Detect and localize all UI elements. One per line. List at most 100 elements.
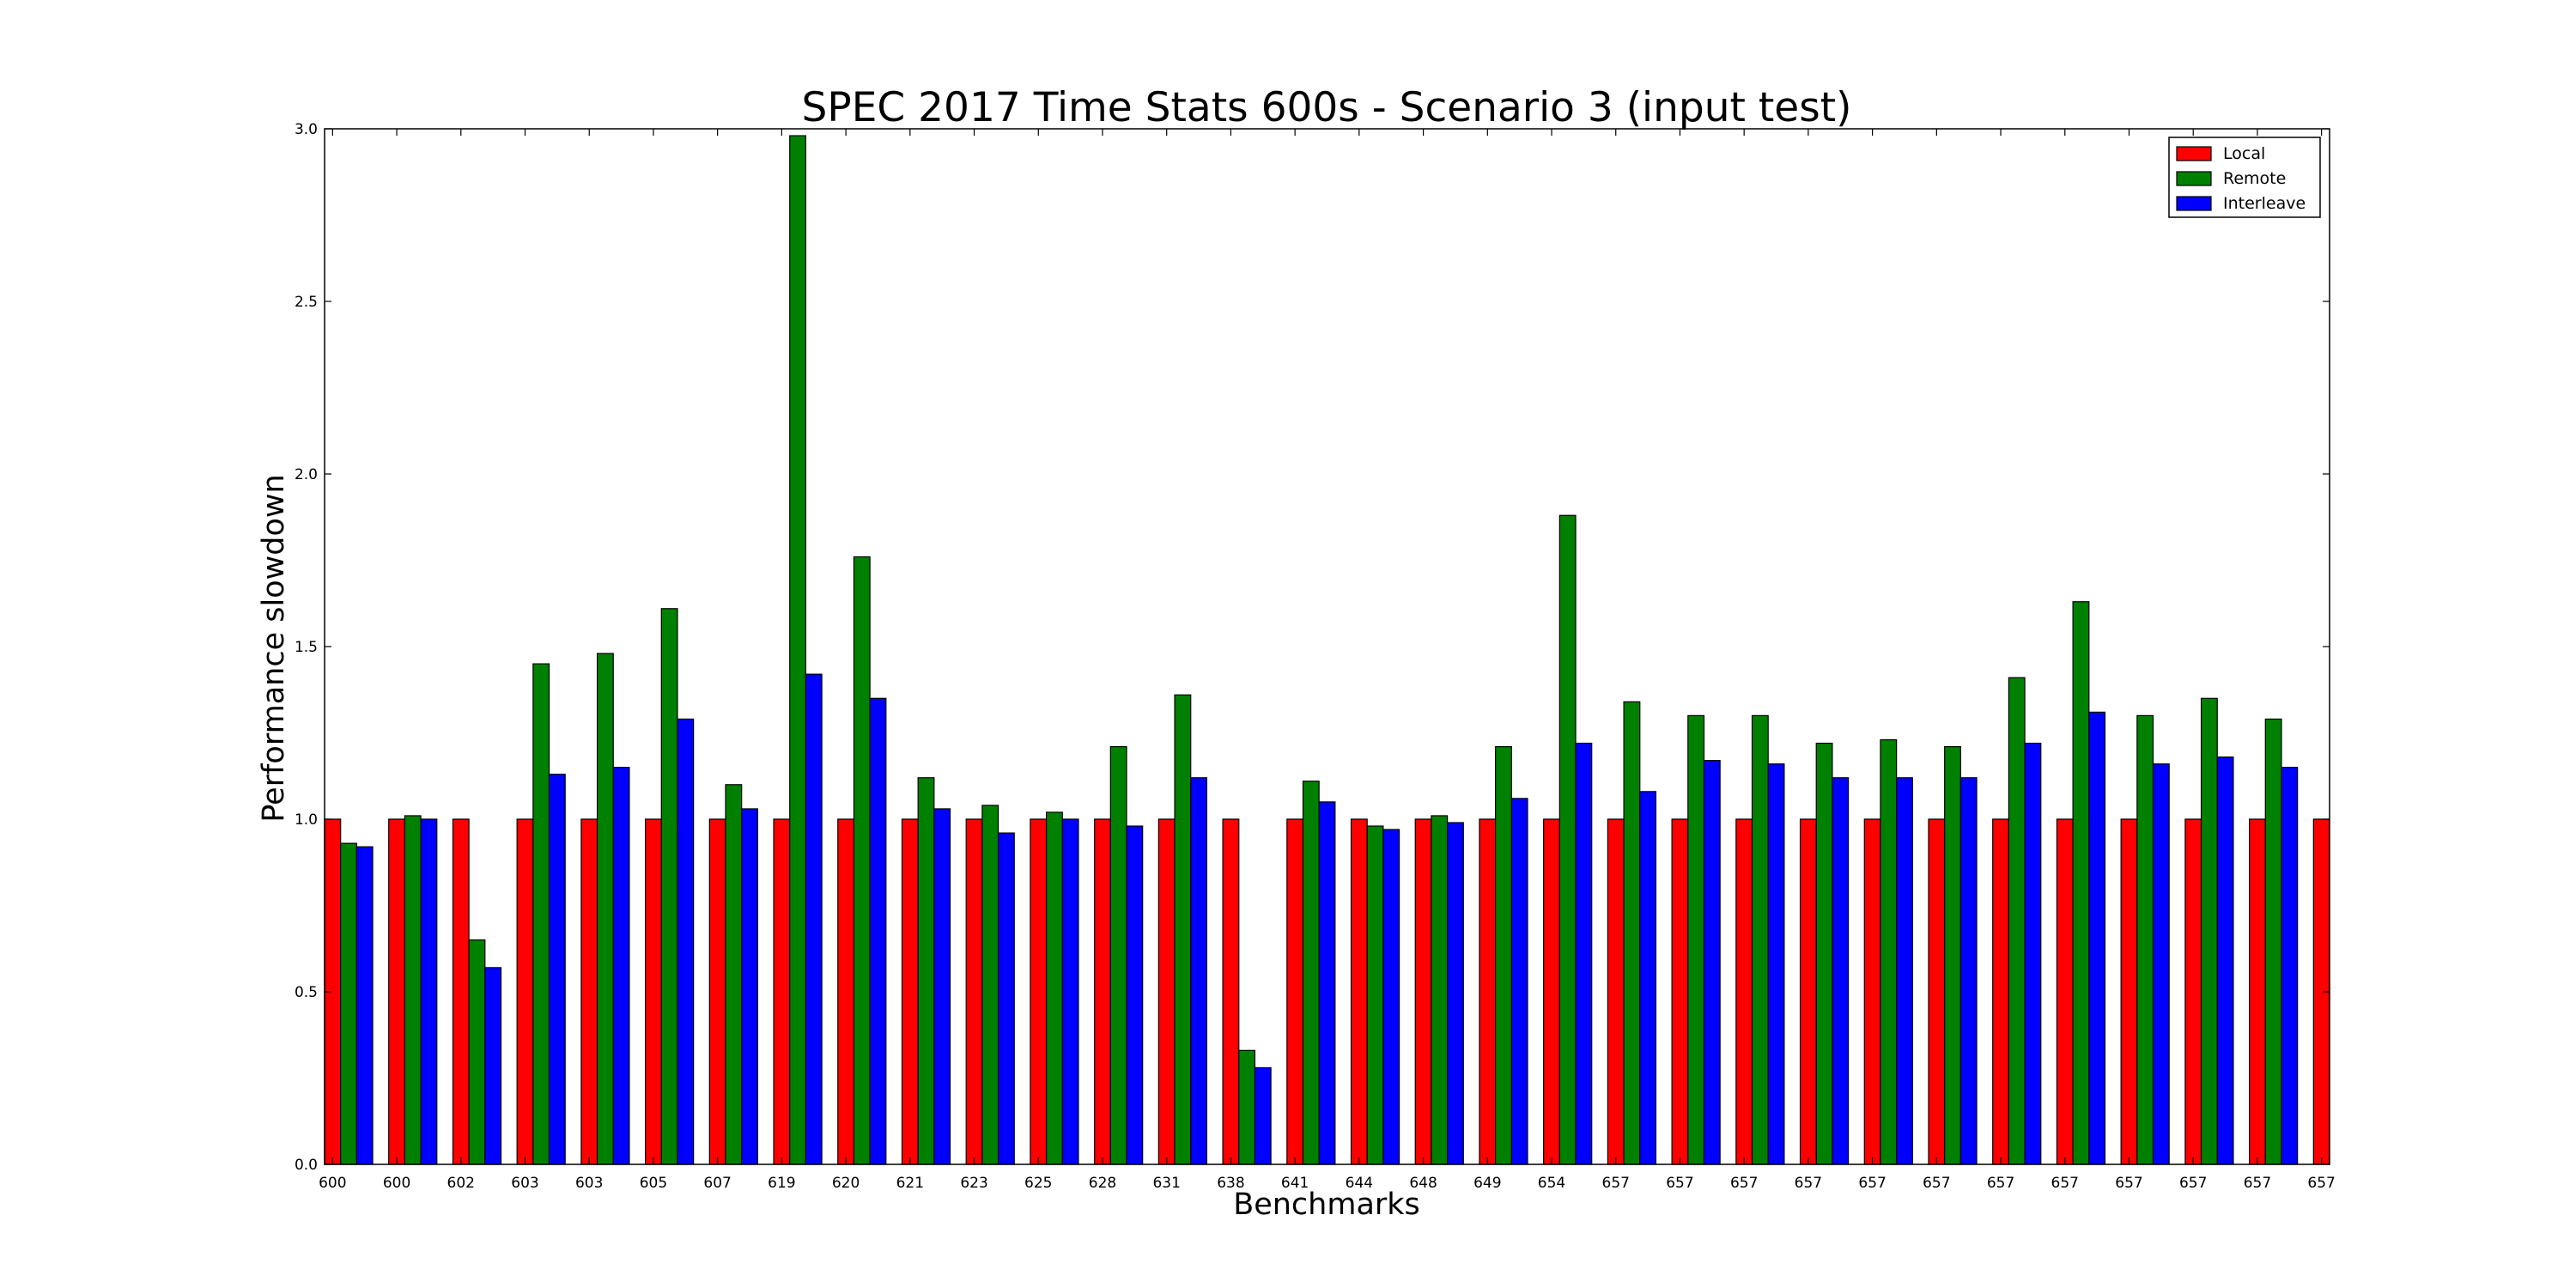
bar-remote-4: [596, 653, 614, 1165]
bar-interleave-13: [1190, 777, 1207, 1165]
bar-local-19: [1543, 818, 1560, 1165]
bar-interleave-12: [1126, 825, 1144, 1165]
bar-remote-7: [789, 135, 806, 1165]
x-tick-label: 607: [703, 1175, 731, 1192]
bar-interleave-23: [1832, 777, 1850, 1165]
bar-interleave-15: [1318, 801, 1336, 1165]
x-tick-label: 657: [1858, 1175, 1886, 1192]
legend-label-remote: Remote: [2223, 169, 2286, 188]
y-tick-label: 0.5: [295, 984, 318, 1001]
bar-local-16: [1350, 818, 1368, 1165]
x-tick-label: 657: [1666, 1175, 1693, 1192]
legend: Local Remote Interleave: [2168, 137, 2321, 218]
x-tick-label: 657: [1602, 1175, 1630, 1192]
x-tick-label: 628: [1089, 1175, 1116, 1192]
bar-local-26: [1992, 818, 2009, 1165]
y-tick-label: 2.0: [295, 466, 318, 483]
bar-local-27: [2056, 818, 2074, 1165]
x-tick-label: 657: [1730, 1175, 1758, 1192]
x-tick-label: 620: [832, 1175, 860, 1192]
x-axis-label: Benchmarks: [1233, 1188, 1420, 1222]
bar-interleave-30: [2281, 767, 2299, 1165]
legend-label-interleave: Interleave: [2223, 194, 2306, 213]
bar-remote-11: [1045, 811, 1063, 1165]
bar-remote-26: [2008, 677, 2026, 1165]
x-tick-label: 600: [319, 1175, 346, 1192]
x-tick-label: 649: [1473, 1175, 1501, 1192]
bar-interleave-26: [2024, 742, 2042, 1165]
bar-local-17: [1414, 818, 1432, 1165]
x-tick-label: 631: [1152, 1175, 1180, 1192]
x-tick-label: 625: [1024, 1175, 1052, 1192]
bar-interleave-0: [355, 846, 374, 1165]
bar-interleave-16: [1382, 829, 1400, 1165]
bar-remote-8: [853, 556, 871, 1165]
bar-local-14: [1222, 818, 1240, 1165]
bar-interleave-5: [677, 718, 695, 1165]
bar-local-10: [965, 818, 983, 1165]
legend-label-local: Local: [2223, 144, 2265, 163]
x-tick-label: 600: [383, 1175, 410, 1192]
bar-remote-30: [2264, 718, 2282, 1165]
bar-remote-6: [725, 784, 743, 1165]
bar-local-30: [2249, 818, 2266, 1165]
x-tick-label: 644: [1346, 1175, 1373, 1192]
bar-local-3: [516, 818, 534, 1165]
bar-local-11: [1030, 818, 1048, 1165]
bar-interleave-10: [997, 832, 1015, 1165]
x-tick-label: 657: [2115, 1175, 2142, 1192]
bar-local-20: [1607, 818, 1625, 1165]
bar-remote-14: [1238, 1049, 1256, 1165]
x-tick-label: 603: [511, 1175, 538, 1192]
bar-interleave-25: [1959, 777, 1978, 1165]
x-tick-label: 605: [640, 1175, 667, 1192]
bar-interleave-1: [420, 818, 438, 1165]
bar-remote-9: [917, 777, 935, 1165]
x-tick-label: 602: [447, 1175, 475, 1192]
bar-remote-23: [1815, 742, 1833, 1165]
bar-remote-18: [1495, 745, 1512, 1165]
bars: [324, 135, 2330, 1165]
x-tick-label: 654: [1538, 1175, 1565, 1192]
bar-interleave-20: [1639, 791, 1657, 1165]
x-tick-label: 657: [2051, 1175, 2079, 1192]
x-tick-label: 638: [1217, 1175, 1244, 1192]
bar-local-12: [1094, 818, 1111, 1165]
bar-local-29: [2184, 818, 2202, 1165]
bar-interleave-2: [484, 967, 502, 1165]
bar-interleave-7: [805, 673, 823, 1165]
x-tick-label: 603: [575, 1175, 603, 1192]
bar-remote-0: [340, 842, 357, 1165]
y-tick-label: 0.0: [295, 1157, 318, 1174]
legend-swatch-interleave: [2176, 196, 2212, 211]
bar-local-18: [1479, 818, 1497, 1165]
bar-local-4: [580, 818, 598, 1165]
bar-remote-28: [2136, 714, 2154, 1165]
bar-local-15: [1286, 818, 1304, 1165]
bar-interleave-27: [2088, 711, 2106, 1165]
bar-remote-25: [1944, 745, 1961, 1165]
bar-remote-13: [1174, 694, 1192, 1165]
bar-remote-5: [660, 608, 678, 1165]
bar-local-5: [644, 818, 662, 1165]
y-tick-label: 2.5: [295, 294, 318, 311]
x-tick-label: 657: [2307, 1175, 2335, 1192]
bar-interleave-22: [1767, 763, 1785, 1165]
bar-local-23: [1799, 818, 1817, 1165]
legend-swatch-local: [2176, 146, 2212, 161]
bar-interleave-9: [933, 808, 951, 1165]
x-tick-label: 619: [768, 1175, 795, 1192]
bar-remote-3: [532, 663, 550, 1165]
bar-remote-29: [2200, 697, 2218, 1165]
bar-interleave-24: [1896, 777, 1913, 1165]
y-axis-label: Performance slowdown: [257, 474, 291, 822]
bar-remote-1: [404, 815, 422, 1165]
bar-interleave-6: [741, 808, 758, 1165]
axis-ticks: 0.0 0.5 1.0 1.5 2.0 2.5 3.0 600 600 602 603 603 605 6…: [295, 121, 2336, 1192]
bar-local-8: [837, 818, 855, 1165]
x-tick-label: 623: [960, 1175, 987, 1192]
bar-local-22: [1735, 818, 1753, 1165]
legend-swatch-remote: [2176, 171, 2212, 186]
plot-frame: [324, 128, 2330, 1165]
